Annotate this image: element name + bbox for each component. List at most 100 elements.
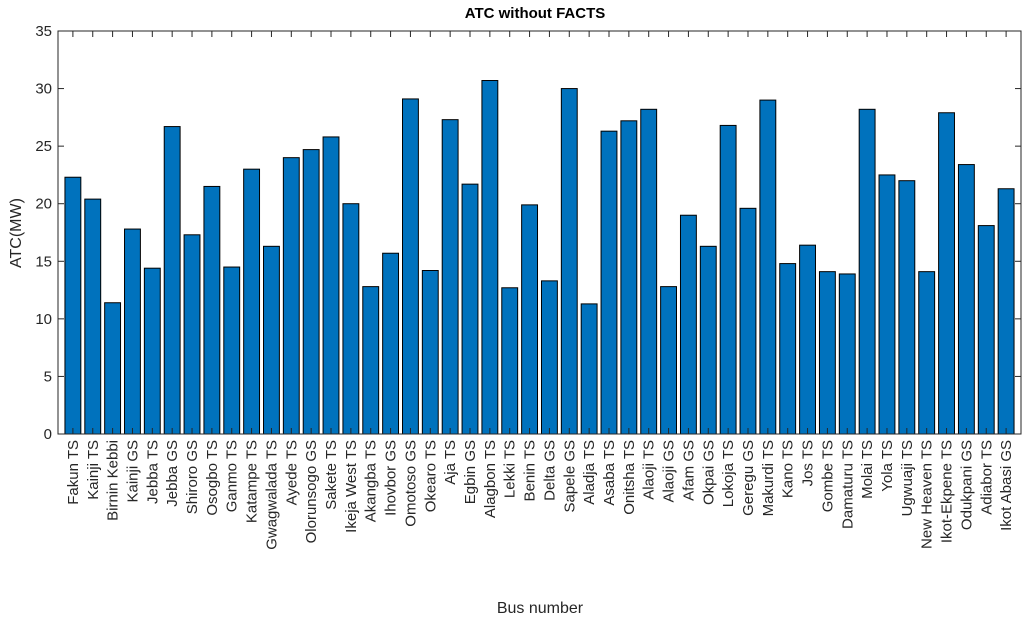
bar-29 (640, 108, 658, 435)
bar-7 (203, 185, 221, 435)
bar-39 (838, 273, 856, 435)
x-tick-label-43: New Heaven TS (919, 440, 936, 549)
x-tick-label-5: Jebba GS (164, 440, 181, 507)
bar-23 (521, 204, 539, 435)
x-tick-label-6: Shiroro GS (184, 440, 201, 514)
bar-41 (878, 174, 896, 435)
bar-9 (243, 168, 261, 435)
bar-40 (858, 108, 876, 435)
x-tick-label-13: Sakete TS (323, 440, 340, 510)
x-tick-label-29: Alaoji TS (641, 440, 658, 500)
plot-frame (57, 30, 1022, 435)
x-tick-label-38: Gombe TS (819, 440, 836, 512)
x-tick-label-20: Egbin GS (462, 440, 479, 504)
bar-33 (719, 124, 737, 435)
x-tick-label-15: Akangba TS (363, 440, 380, 522)
x-tick-label-10: Gwagwalada TS (263, 440, 280, 550)
y-tick-label-1: 5 (44, 368, 52, 385)
bar-26 (580, 303, 598, 435)
bar-8 (223, 266, 241, 435)
y-tick-label-0: 0 (44, 426, 52, 443)
x-tick-label-44: Ikot-Ekpene TS (939, 440, 956, 543)
bar-46 (977, 225, 995, 435)
x-tick-label-21: Alagbon TS (482, 440, 499, 518)
x-tick-label-23: Benin TS (522, 440, 539, 501)
x-tick-label-33: Lokoja TS (720, 440, 737, 507)
bar-24 (540, 280, 558, 435)
bar-45 (957, 164, 975, 435)
y-tick-label-4: 20 (35, 196, 52, 213)
bar-15 (362, 286, 380, 435)
tick-labels-layer: 0 5 10 15 20 25 30 35 Fakun TS Kainji TS Birnin Ke… (35, 23, 1015, 550)
bar-20 (461, 183, 479, 435)
x-tick-label-19: Aja TS (442, 440, 459, 485)
y-tick-label-5: 25 (35, 138, 52, 155)
bar-18 (421, 270, 439, 435)
bar-1 (84, 198, 102, 435)
x-tick-label-45: Odukpani GS (958, 440, 975, 530)
bar-38 (818, 271, 836, 435)
bar-35 (759, 99, 777, 435)
x-tick-label-14: Ikeja West TS (343, 440, 360, 533)
x-tick-label-26: Aladja TS (581, 440, 598, 505)
x-tick-label-31: Afam GS (680, 440, 697, 501)
x-tick-label-39: Damaturu TS (839, 440, 856, 529)
bar-3 (124, 228, 141, 435)
x-tick-label-47: Ikot Abasi GS (998, 440, 1015, 531)
bar-25 (560, 88, 578, 435)
bar-47 (997, 188, 1015, 435)
x-tick-label-17: Omotoso GS (402, 440, 419, 527)
x-tick-label-22: Lekki TS (502, 440, 519, 498)
bar-17 (402, 98, 419, 435)
x-tick-label-36: Kano TS (780, 440, 797, 498)
bar-11 (282, 157, 300, 435)
x-tick-label-32: Okpai GS (700, 440, 717, 505)
y-tick-label-7: 35 (35, 23, 52, 40)
x-tick-label-4: Jebba TS (144, 440, 161, 504)
bar-28 (620, 120, 638, 435)
x-tick-label-25: Sapele GS (561, 440, 578, 513)
bar-5 (163, 126, 181, 435)
bar-19 (441, 119, 459, 435)
x-tick-label-18: Okearo TS (422, 440, 439, 512)
bar-30 (660, 286, 677, 435)
x-tick-label-46: Adiabor TS (978, 440, 995, 515)
bar-34 (739, 207, 757, 435)
bar-43 (918, 271, 936, 435)
x-tick-label-24: Delta GS (541, 440, 558, 501)
x-tick-label-27: Asaba TS (601, 440, 618, 506)
x-tick-label-41: Yola TS (879, 440, 896, 492)
x-tick-label-8: Ganmo TS (224, 440, 241, 512)
bar-4 (143, 267, 161, 435)
axes-layer (57, 30, 1022, 435)
x-tick-label-37: Jos TS (800, 440, 817, 486)
y-axis-label: ATC(MW) (8, 198, 25, 268)
bar-6 (183, 234, 201, 435)
y-tick-label-6: 30 (35, 81, 52, 98)
x-tick-label-1: Kainji TS (85, 440, 102, 500)
x-tick-label-30: Alaoji GS (661, 440, 678, 503)
bar-31 (679, 214, 697, 435)
bar-44 (938, 112, 955, 435)
bar-12 (302, 149, 320, 435)
bar-42 (898, 180, 916, 435)
x-axis-label: Bus number (497, 600, 584, 617)
x-tick-label-11: Ayede TS (283, 440, 300, 505)
bar-27 (600, 130, 618, 435)
x-tick-label-12: Olorunsogo GS (303, 440, 320, 543)
bar-2 (104, 302, 122, 435)
x-tick-label-2: Birnin Kebbi (105, 440, 122, 521)
x-tick-label-3: Kainji GS (124, 440, 141, 503)
bar-22 (501, 287, 519, 435)
x-tick-label-28: Onitsha TS (621, 440, 638, 515)
x-tick-label-0: Fakun TS (65, 440, 82, 505)
y-tick-label-2: 10 (35, 311, 52, 328)
y-tick-label-3: 15 (35, 253, 52, 270)
x-tick-label-9: Katampe TS (244, 440, 261, 523)
bars-layer (64, 80, 1015, 435)
bar-16 (382, 252, 400, 435)
x-tick-label-40: Molai TS (859, 440, 876, 499)
bar-14 (342, 203, 360, 435)
